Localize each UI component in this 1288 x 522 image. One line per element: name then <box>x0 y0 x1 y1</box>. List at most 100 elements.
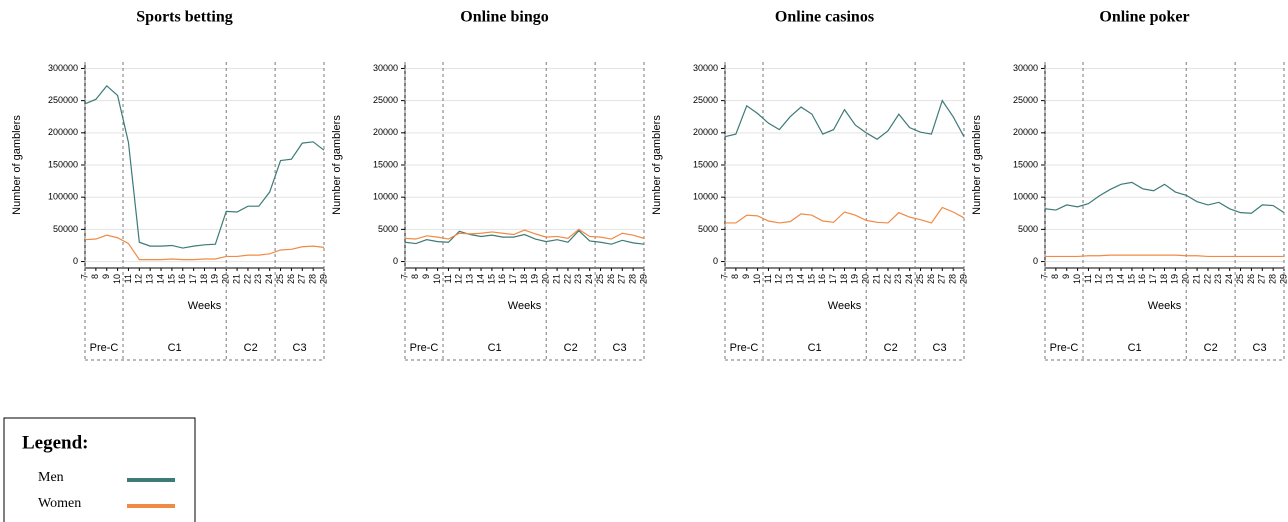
x-tick-label: 18 <box>839 274 849 284</box>
x-tick-label: 25 <box>915 274 925 284</box>
phase-label: Pre-C <box>410 342 439 354</box>
chart-title: Online casinos <box>775 9 874 26</box>
x-tick-label: 11 <box>1083 274 1093 283</box>
legend-box <box>3 417 196 522</box>
x-tick-label: 29 <box>318 274 328 284</box>
y-tick-label: 25000 <box>693 95 718 105</box>
x-tick-label: 7 <box>719 274 729 279</box>
y-tick-label: 15000 <box>373 159 398 169</box>
x-tick-label: 28 <box>948 274 958 284</box>
x-tick-label: 25 <box>595 274 605 284</box>
x-tick-label: 24 <box>264 274 274 284</box>
x-tick-label: 29 <box>958 274 968 284</box>
x-tick-label: 17 <box>188 274 198 284</box>
legend-entry: Men <box>38 470 64 485</box>
x-tick-label: 20 <box>1181 274 1191 284</box>
x-tick-label: 19 <box>530 274 540 284</box>
x-tick-label: 24 <box>584 274 594 284</box>
x-tick-label: 27 <box>1257 274 1267 284</box>
x-tick-label: 9 <box>741 274 751 279</box>
x-tick-label: 10 <box>1072 274 1082 284</box>
x-tick-label: 7 <box>399 274 409 279</box>
x-tick-label: 8 <box>1050 274 1060 279</box>
x-tick-label: 21 <box>871 274 881 284</box>
phase-label: C3 <box>293 342 307 354</box>
x-tick-label: 29 <box>638 274 648 284</box>
x-tick-label: 16 <box>1137 274 1147 284</box>
phase-label: C1 <box>488 342 502 354</box>
x-tick-label: 12 <box>134 274 144 284</box>
y-tick-label: 300000 <box>48 63 78 73</box>
y-tick-label: 0 <box>713 256 718 266</box>
x-tick-label: 21 <box>551 274 561 284</box>
phase-label: C2 <box>564 342 578 354</box>
y-tick-label: 0 <box>73 256 78 266</box>
x-tick-label: 20 <box>541 274 551 284</box>
phase-label: Pre-C <box>90 342 119 354</box>
x-tick-label: 18 <box>199 274 209 284</box>
x-tick-label: 21 <box>1191 274 1201 284</box>
x-tick-label: 28 <box>628 274 638 284</box>
x-tick-label: 19 <box>210 274 220 284</box>
x-tick-label: 25 <box>1235 274 1245 284</box>
x-tick-label: 16 <box>817 274 827 284</box>
x-tick-label: 18 <box>1159 274 1169 284</box>
x-tick-label: 19 <box>850 274 860 284</box>
x-tick-label: 13 <box>785 274 795 284</box>
x-tick-label: 16 <box>177 274 187 284</box>
y-tick-label: 30000 <box>1013 63 1038 73</box>
x-tick-label: 26 <box>286 274 296 284</box>
x-tick-label: 11 <box>123 274 133 283</box>
x-tick-label: 28 <box>1268 274 1278 284</box>
series-line <box>1045 254 1284 258</box>
phase-label: C3 <box>1253 342 1267 354</box>
x-tick-label: 22 <box>882 274 892 284</box>
x-tick-label: 7 <box>1039 274 1049 279</box>
x-tick-label: 27 <box>297 274 307 284</box>
series-line <box>404 229 645 245</box>
y-tick-label: 150000 <box>48 159 78 169</box>
x-tick-label: 15 <box>1126 274 1136 284</box>
y-tick-label: 5000 <box>1018 224 1038 234</box>
y-tick-label: 250000 <box>48 95 78 105</box>
y-tick-label: 30000 <box>373 63 398 73</box>
x-tick-label: 11 <box>763 274 773 283</box>
y-tick-label: 5000 <box>378 224 398 234</box>
y-tick-label: 15000 <box>693 159 718 169</box>
phase-label: C1 <box>168 342 182 354</box>
phase-label: C2 <box>1204 342 1218 354</box>
y-tick-label: 10000 <box>693 192 718 202</box>
series-line <box>84 84 325 249</box>
y-tick-label: 5000 <box>698 224 718 234</box>
x-tick-label: 13 <box>145 274 155 284</box>
x-tick-label: 26 <box>926 274 936 284</box>
x-tick-label: 18 <box>519 274 529 284</box>
x-tick-label: 11 <box>443 274 453 283</box>
x-tick-label: 14 <box>1115 274 1125 284</box>
phase-label: C3 <box>933 342 947 354</box>
y-axis-label: Number of gamblers <box>331 115 343 215</box>
phase-label: C3 <box>613 342 627 354</box>
x-tick-label: 28 <box>308 274 318 284</box>
x-tick-label: 10 <box>432 274 442 284</box>
series-line <box>725 206 965 224</box>
phase-label: C2 <box>244 342 258 354</box>
x-tick-label: 16 <box>497 274 507 284</box>
x-tick-label: 15 <box>486 274 496 284</box>
x-tick-label: 15 <box>806 274 816 284</box>
x-tick-label: 23 <box>573 274 583 284</box>
x-tick-label: 7 <box>79 274 89 279</box>
x-tick-label: 21 <box>231 274 241 284</box>
y-tick-label: 20000 <box>1013 127 1038 137</box>
series-line <box>724 99 965 140</box>
x-tick-label: 19 <box>1170 274 1180 284</box>
x-tick-label: 13 <box>1105 274 1115 284</box>
y-tick-label: 10000 <box>373 192 398 202</box>
legend-title: Legend: <box>22 432 89 453</box>
phase-label: C1 <box>808 342 822 354</box>
y-tick-label: 25000 <box>373 95 398 105</box>
x-tick-label: 9 <box>421 274 431 279</box>
series-line <box>1044 181 1285 214</box>
x-tick-label: 24 <box>1224 274 1234 284</box>
phase-label: Pre-C <box>1050 342 1079 354</box>
